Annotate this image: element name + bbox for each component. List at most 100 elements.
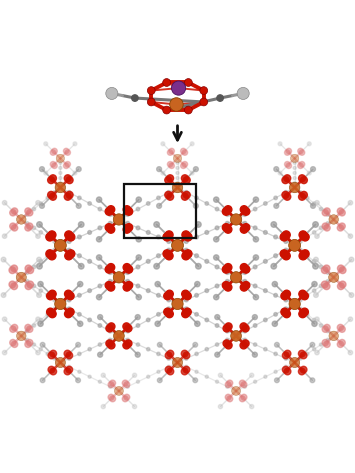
Circle shape — [53, 298, 56, 302]
Circle shape — [274, 166, 279, 172]
Circle shape — [66, 366, 73, 373]
Circle shape — [154, 263, 159, 269]
Circle shape — [36, 234, 40, 238]
Circle shape — [284, 193, 291, 200]
Circle shape — [242, 325, 249, 332]
Circle shape — [77, 235, 81, 239]
Circle shape — [205, 230, 209, 234]
Circle shape — [167, 307, 170, 311]
Circle shape — [284, 307, 288, 311]
Circle shape — [274, 370, 277, 373]
Circle shape — [66, 292, 74, 300]
Circle shape — [310, 378, 315, 383]
Circle shape — [123, 263, 131, 271]
Circle shape — [2, 234, 7, 238]
Circle shape — [312, 202, 316, 205]
Circle shape — [105, 265, 113, 273]
Circle shape — [167, 161, 173, 167]
Circle shape — [49, 310, 56, 318]
Circle shape — [225, 221, 229, 225]
Circle shape — [322, 223, 328, 229]
Circle shape — [123, 206, 131, 213]
Circle shape — [166, 193, 174, 200]
Circle shape — [157, 235, 160, 239]
Circle shape — [242, 265, 250, 273]
Circle shape — [88, 318, 92, 322]
Circle shape — [300, 192, 307, 198]
Circle shape — [320, 208, 323, 210]
Circle shape — [195, 235, 198, 239]
Circle shape — [56, 154, 65, 163]
Circle shape — [46, 235, 49, 239]
Circle shape — [185, 106, 192, 114]
Circle shape — [98, 315, 103, 320]
Circle shape — [11, 283, 17, 289]
Circle shape — [299, 357, 302, 360]
Circle shape — [165, 192, 172, 198]
Circle shape — [230, 272, 242, 283]
Circle shape — [240, 263, 248, 271]
Circle shape — [281, 308, 289, 315]
Circle shape — [299, 350, 305, 357]
Circle shape — [239, 380, 245, 386]
Circle shape — [263, 201, 267, 205]
Circle shape — [67, 298, 71, 302]
Circle shape — [339, 340, 345, 346]
Circle shape — [114, 386, 124, 395]
Circle shape — [349, 293, 354, 298]
Circle shape — [37, 263, 42, 269]
Circle shape — [37, 257, 42, 262]
Circle shape — [1, 257, 6, 262]
Circle shape — [274, 378, 279, 383]
Circle shape — [36, 317, 40, 322]
Circle shape — [157, 342, 162, 347]
Circle shape — [312, 289, 316, 292]
Circle shape — [67, 248, 71, 252]
Circle shape — [113, 214, 125, 225]
Circle shape — [32, 284, 36, 288]
Circle shape — [337, 324, 344, 331]
Circle shape — [67, 250, 75, 258]
Circle shape — [27, 281, 34, 288]
Circle shape — [250, 404, 254, 409]
Circle shape — [222, 224, 230, 231]
Circle shape — [274, 235, 278, 239]
Circle shape — [73, 142, 77, 146]
Circle shape — [284, 240, 288, 244]
Circle shape — [26, 213, 29, 216]
Circle shape — [274, 203, 279, 208]
Circle shape — [215, 315, 220, 320]
Circle shape — [65, 310, 72, 318]
Circle shape — [312, 281, 317, 287]
Circle shape — [126, 280, 130, 283]
Circle shape — [105, 224, 113, 231]
Circle shape — [154, 222, 159, 228]
Circle shape — [67, 191, 71, 194]
Circle shape — [48, 252, 56, 260]
Circle shape — [338, 283, 344, 289]
Circle shape — [76, 342, 81, 347]
Circle shape — [307, 171, 311, 175]
Circle shape — [222, 281, 230, 289]
Circle shape — [126, 338, 130, 342]
Circle shape — [88, 375, 91, 378]
Circle shape — [123, 283, 131, 291]
Circle shape — [181, 193, 189, 200]
Circle shape — [39, 348, 43, 351]
Circle shape — [193, 378, 198, 383]
Circle shape — [107, 226, 115, 233]
Circle shape — [32, 324, 36, 327]
Circle shape — [193, 203, 198, 208]
Circle shape — [165, 252, 173, 260]
Circle shape — [163, 79, 170, 87]
Circle shape — [181, 163, 186, 168]
Circle shape — [225, 213, 229, 217]
Circle shape — [339, 281, 346, 288]
Circle shape — [225, 271, 229, 274]
Circle shape — [126, 329, 130, 333]
Circle shape — [46, 294, 49, 297]
Circle shape — [215, 343, 219, 346]
Circle shape — [65, 150, 71, 155]
Circle shape — [230, 214, 242, 225]
Circle shape — [306, 313, 309, 316]
